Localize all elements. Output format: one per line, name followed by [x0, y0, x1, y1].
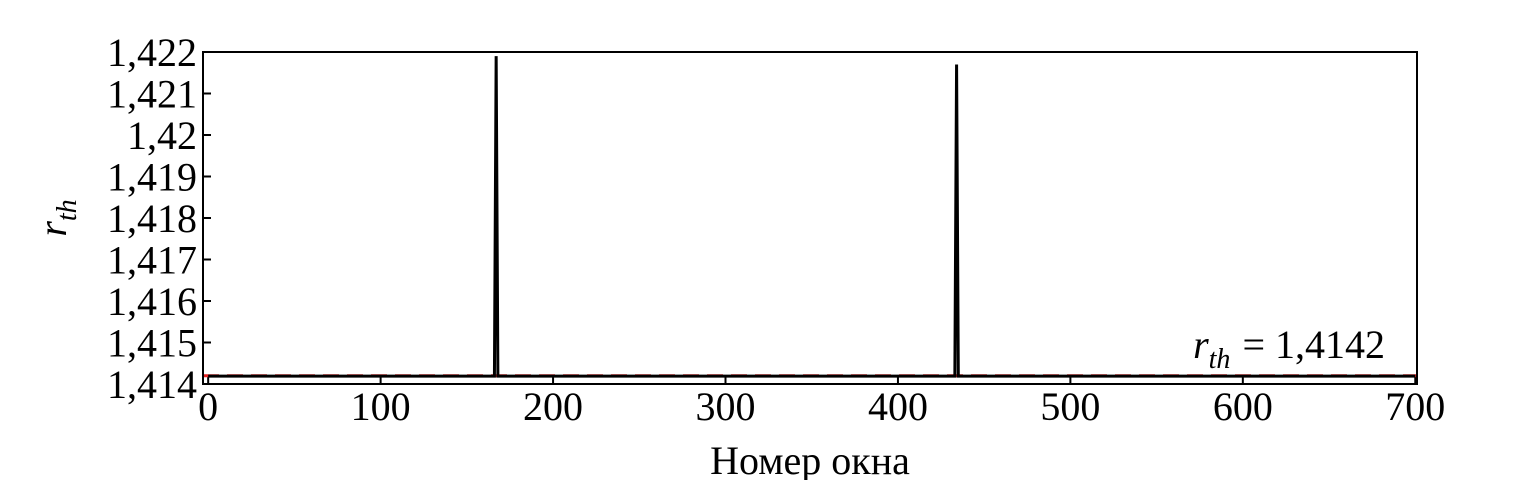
annotation: rth = 1,4142: [1193, 322, 1385, 375]
x-tick-label: 200: [523, 384, 583, 429]
x-tick-label: 300: [696, 384, 756, 429]
x-tick-label: 700: [1385, 384, 1445, 429]
x-tick-label: 0: [198, 384, 218, 429]
y-label-symbol: r: [30, 221, 75, 237]
y-tick-label: 1,417: [107, 238, 197, 283]
x-tick-label: 100: [351, 384, 411, 429]
data-line: [208, 56, 1416, 378]
annotation-text: = 1,4142: [1242, 322, 1385, 367]
x-axis-label: Номер окна: [710, 438, 910, 480]
y-tick-label: 1,415: [107, 321, 197, 366]
y-tick-label: 1,416: [107, 279, 197, 324]
plot-frame: [202, 51, 1418, 385]
y-tick-label: 1,422: [107, 30, 197, 75]
x-tick-label: 600: [1213, 384, 1273, 429]
y-tick-label: 1,414: [107, 362, 197, 407]
y-label-subscript: th: [52, 199, 83, 221]
y-tick-label: 1,421: [107, 72, 197, 117]
x-tick-label: 500: [1040, 384, 1100, 429]
y-axis-label: rth: [30, 199, 83, 236]
y-tick-label: 1,42: [127, 113, 197, 158]
x-tick-label: 400: [868, 384, 928, 429]
annotation-symbol: r: [1193, 322, 1209, 367]
y-tick-label: 1,418: [107, 196, 197, 241]
y-tick-label: 1,419: [107, 155, 197, 200]
annotation-subscript: th: [1209, 344, 1231, 375]
